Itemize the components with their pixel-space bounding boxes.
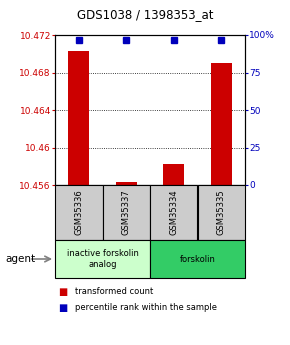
Text: ■: ■ <box>58 287 67 297</box>
Bar <box>68 51 89 185</box>
Bar <box>211 63 232 185</box>
Text: agent: agent <box>6 254 36 264</box>
Text: percentile rank within the sample: percentile rank within the sample <box>75 304 217 313</box>
Text: GSM35335: GSM35335 <box>217 190 226 235</box>
Text: ■: ■ <box>58 303 67 313</box>
Text: inactive forskolin
analog: inactive forskolin analog <box>67 249 138 269</box>
Bar <box>115 182 137 185</box>
Text: transformed count: transformed count <box>75 287 153 296</box>
Text: forskolin: forskolin <box>180 255 215 264</box>
Text: GDS1038 / 1398353_at: GDS1038 / 1398353_at <box>77 8 213 21</box>
Bar <box>163 164 184 185</box>
Text: GSM35334: GSM35334 <box>169 190 178 235</box>
Text: GSM35336: GSM35336 <box>74 190 83 235</box>
Text: GSM35337: GSM35337 <box>122 190 131 235</box>
